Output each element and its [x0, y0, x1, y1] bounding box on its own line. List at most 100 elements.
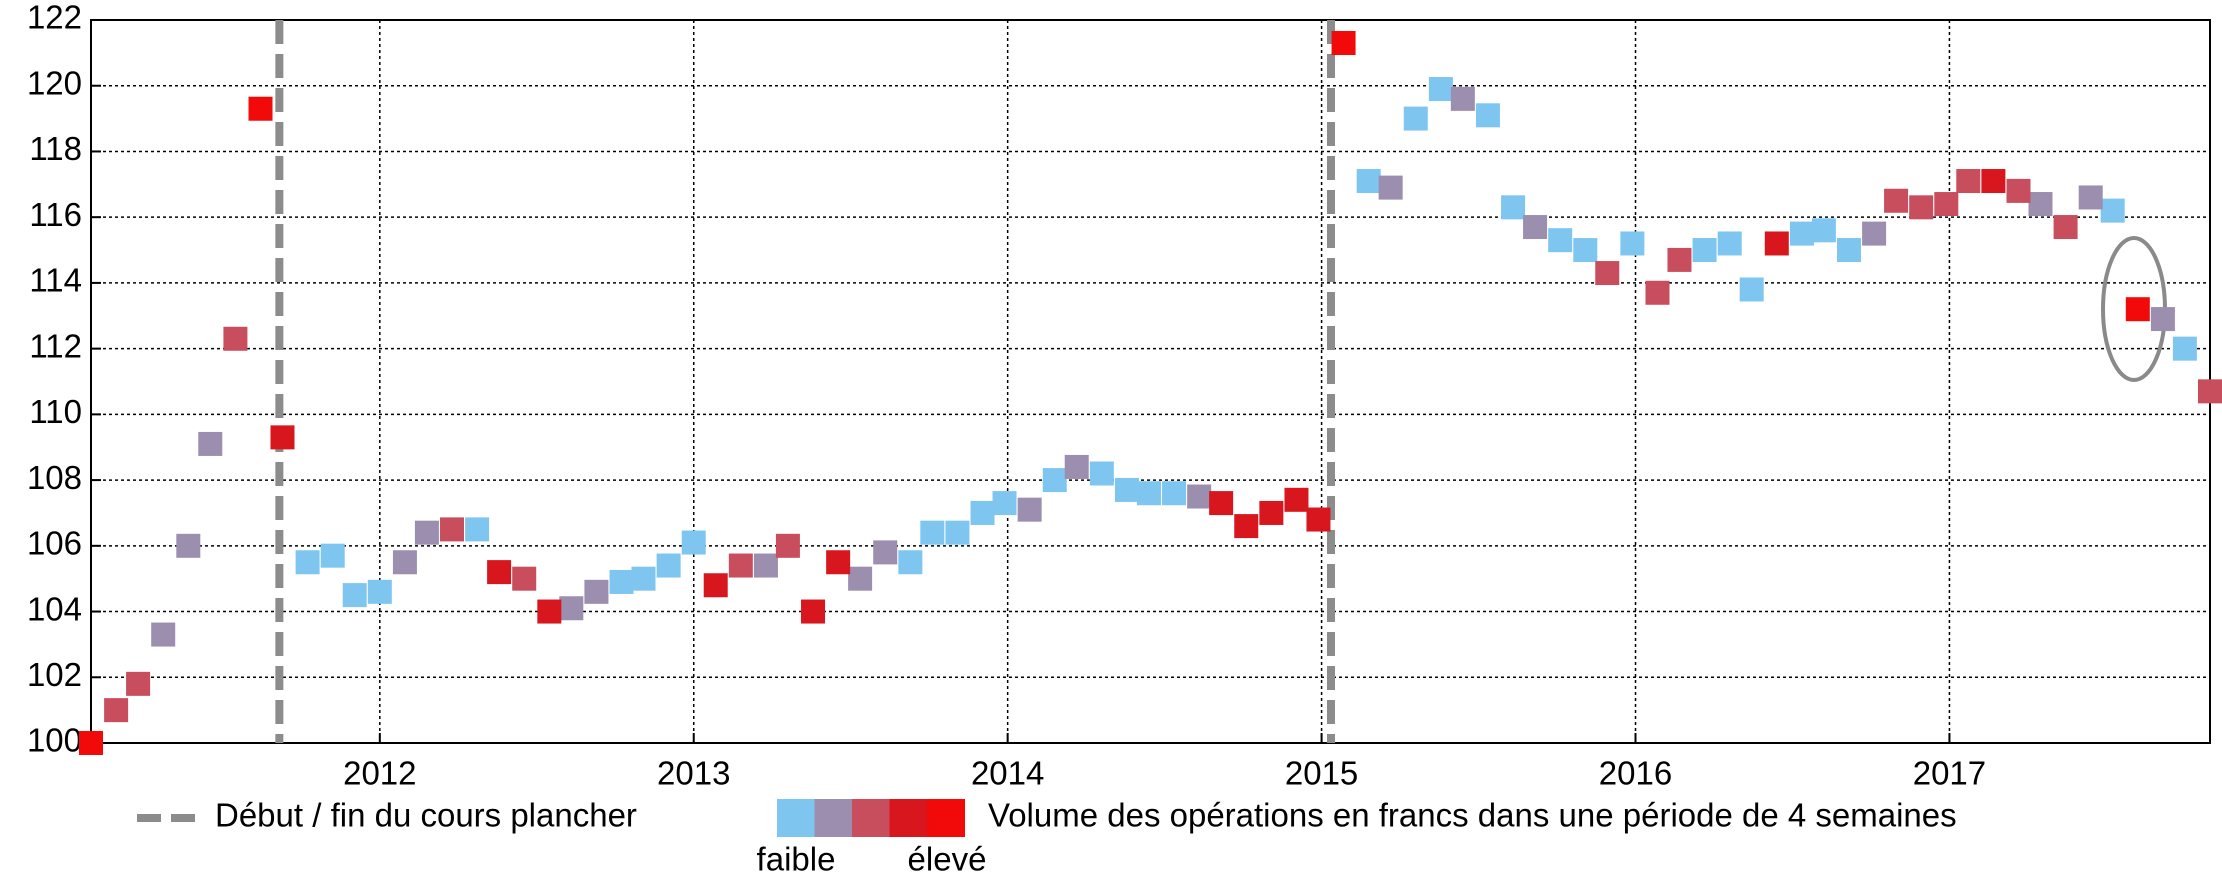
point: [392, 550, 417, 575]
point: [703, 573, 728, 598]
y-tick-label: 104: [27, 590, 82, 627]
legend-low: faible: [757, 841, 836, 877]
legend-swatch: [889, 799, 928, 837]
y-tick-label: 110: [29, 393, 82, 430]
point: [512, 566, 537, 591]
point: [1523, 215, 1548, 240]
point: [1862, 221, 1887, 246]
legend-title: Volume des opérations en francs dans une…: [988, 797, 1957, 834]
point: [1284, 487, 1309, 512]
point: [151, 622, 176, 647]
point: [487, 560, 512, 585]
point: [367, 579, 392, 604]
point: [681, 530, 706, 555]
point: [1717, 231, 1742, 256]
point: [1356, 169, 1381, 194]
point: [1306, 507, 1331, 532]
legend-swatch: [927, 799, 965, 837]
point: [104, 698, 129, 723]
point: [1981, 169, 2006, 194]
legend-swatch: [777, 799, 815, 837]
point: [126, 671, 151, 696]
point: [1234, 514, 1259, 539]
x-tick-label: 2014: [971, 755, 1044, 792]
point: [1573, 238, 1598, 263]
point: [1548, 228, 1573, 253]
point: [2006, 178, 2031, 203]
point: [1450, 86, 1475, 111]
point: [1064, 454, 1089, 479]
point: [609, 569, 634, 594]
point: [1811, 218, 1836, 243]
point: [801, 599, 826, 624]
point: [1789, 221, 1814, 246]
point: [320, 543, 345, 568]
y-tick-label: 120: [27, 64, 82, 101]
point: [295, 550, 320, 575]
legend-swatch: [814, 799, 853, 837]
point: [1403, 106, 1428, 131]
point: [1378, 175, 1403, 200]
point: [198, 431, 223, 456]
point: [1089, 461, 1114, 486]
point: [1331, 31, 1356, 56]
point: [898, 550, 923, 575]
point: [1667, 247, 1692, 272]
point: [1475, 103, 1500, 128]
point: [270, 425, 295, 450]
point: [945, 520, 970, 545]
point: [1739, 277, 1764, 302]
point: [1501, 195, 1526, 220]
point: [248, 96, 273, 121]
point: [584, 579, 609, 604]
point: [873, 540, 898, 565]
point: [1934, 192, 1959, 217]
y-tick-label: 108: [27, 459, 82, 496]
point: [79, 731, 103, 755]
point: [342, 583, 367, 608]
y-tick-label: 116: [29, 196, 82, 233]
point: [2198, 379, 2222, 404]
point: [1162, 481, 1187, 506]
point: [537, 599, 562, 624]
point: [753, 553, 778, 578]
point: [1884, 188, 1909, 213]
point: [1187, 484, 1212, 509]
point: [559, 596, 584, 621]
y-tick-label: 112: [29, 327, 82, 364]
point: [2053, 215, 2078, 240]
x-tick-label: 2013: [657, 755, 730, 792]
point: [1620, 231, 1645, 256]
point: [656, 553, 681, 578]
point: [1259, 500, 1284, 525]
point: [1209, 491, 1234, 516]
point: [1136, 481, 1161, 506]
point: [2150, 307, 2175, 332]
y-tick-label: 122: [27, 0, 82, 36]
point: [1042, 468, 1067, 493]
point: [465, 517, 490, 542]
x-tick-label: 2017: [1913, 755, 1986, 792]
point: [1595, 261, 1620, 286]
point: [440, 517, 465, 542]
point: [1764, 231, 1789, 256]
point: [728, 553, 753, 578]
x-tick-label: 2016: [1599, 755, 1672, 792]
point: [1692, 238, 1717, 263]
y-tick-label: 100: [27, 722, 82, 759]
legend-swatch: [852, 799, 890, 837]
y-tick-label: 102: [27, 656, 82, 693]
point: [414, 520, 439, 545]
point: [826, 550, 851, 575]
point: [2125, 297, 2150, 322]
point: [848, 566, 873, 591]
point: [2100, 198, 2125, 223]
x-tick-label: 2012: [343, 755, 416, 792]
point: [1956, 169, 1981, 194]
legend-vline-label: Début / fin du cours plancher: [215, 797, 637, 834]
y-tick-label: 114: [29, 262, 82, 299]
legend-high: élevé: [908, 841, 987, 877]
plot-frame: [90, 19, 2211, 744]
point: [2078, 185, 2103, 210]
